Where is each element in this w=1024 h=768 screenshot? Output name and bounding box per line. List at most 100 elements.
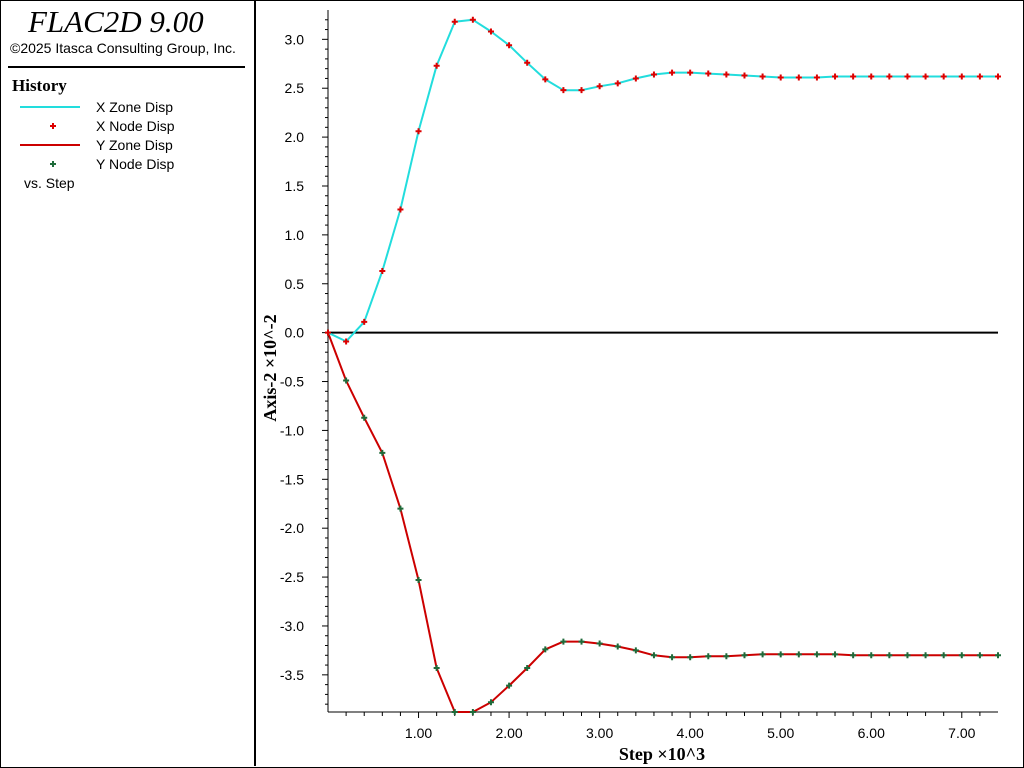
- data-point-y-node-disp: [506, 682, 513, 689]
- data-point-x-node-disp: [361, 318, 368, 325]
- legend-label: X Node Disp: [96, 118, 175, 134]
- y-tick-label: -2.5: [280, 569, 304, 585]
- data-point-y-node-disp: [650, 652, 657, 659]
- data-point-x-node-disp: [343, 338, 350, 345]
- data-point-y-node-disp: [578, 638, 585, 645]
- data-point-y-node-disp: [832, 651, 839, 658]
- data-point-x-node-disp: [995, 73, 1001, 80]
- legend-line-icon: [20, 144, 80, 146]
- data-point-y-node-disp: [795, 651, 802, 658]
- data-point-y-node-disp: [995, 652, 1001, 659]
- data-point-x-node-disp: [795, 74, 802, 81]
- data-point-y-node-disp: [886, 652, 893, 659]
- data-point-y-node-disp: [542, 646, 549, 653]
- copyright-text: ©2025 Itasca Consulting Group, Inc.: [10, 40, 236, 56]
- x-axis-label: Step ×10^3: [619, 744, 705, 764]
- y-tick-label: -0.5: [280, 374, 304, 390]
- legend-item-x-node-disp: X Node Disp: [20, 117, 250, 135]
- data-point-y-node-disp: [379, 449, 386, 456]
- x-tick-label: 4.00: [677, 725, 704, 741]
- data-point-x-node-disp: [415, 128, 422, 135]
- data-point-y-node-disp: [632, 647, 639, 654]
- data-point-x-node-disp: [614, 80, 621, 87]
- data-point-x-node-disp: [650, 71, 657, 78]
- y-tick-label: 0.5: [285, 276, 305, 292]
- y-tick-label: -1.0: [280, 422, 304, 438]
- data-point-x-node-disp: [669, 69, 676, 76]
- data-point-x-node-disp: [850, 73, 857, 80]
- data-point-y-node-disp: [596, 640, 603, 647]
- series-layer: [325, 16, 1001, 715]
- x-tick-label: 3.00: [586, 725, 613, 741]
- data-point-x-node-disp: [868, 73, 875, 80]
- data-point-y-node-disp: [614, 643, 621, 650]
- data-point-y-node-disp: [343, 377, 350, 384]
- data-point-y-node-disp: [850, 652, 857, 659]
- x-ticks: 1.00 2.00 3.00 4.00 5.00 6.00 7.00: [345, 712, 981, 741]
- data-point-y-node-disp: [361, 414, 368, 421]
- data-point-x-node-disp: [813, 74, 820, 81]
- legend-vs-label: vs. Step: [24, 175, 75, 191]
- series-line-y-zone-disp: [327, 332, 998, 713]
- history-chart: 3.0 2.5 2.0 1.5 1.0 0.5 0.0 -0.5 -1.0 -1.5 -2.0 -2.…: [260, 10, 1001, 764]
- y-tick-label: 1.0: [285, 227, 305, 243]
- data-point-x-node-disp: [433, 62, 440, 69]
- data-point-y-node-disp: [487, 699, 494, 706]
- data-point-x-node-disp: [506, 42, 513, 49]
- data-point-x-node-disp: [451, 18, 458, 25]
- data-point-x-node-disp: [777, 74, 784, 81]
- legend-line-icon: [20, 106, 80, 108]
- data-point-x-node-disp: [469, 16, 476, 23]
- data-point-x-node-disp: [524, 59, 531, 66]
- data-point-x-node-disp: [379, 268, 386, 275]
- data-point-y-node-disp: [469, 709, 476, 715]
- data-point-x-node-disp: [325, 329, 331, 336]
- data-point-x-node-disp: [687, 69, 694, 76]
- series-line-x-zone-disp: [327, 18, 998, 343]
- y-ticks: 3.0 2.5 2.0 1.5 1.0 0.5 0.0 -0.5 -1.0 -1.5 -2.0 -2.…: [280, 19, 328, 705]
- data-point-y-node-disp: [415, 577, 422, 584]
- x-tick-label: 2.00: [495, 725, 522, 741]
- data-point-x-node-disp: [940, 73, 947, 80]
- x-tick-label: 6.00: [858, 725, 885, 741]
- data-point-y-node-disp: [397, 505, 404, 512]
- data-point-x-node-disp: [578, 87, 585, 94]
- data-point-y-node-disp: [723, 653, 730, 660]
- data-point-y-node-disp: [741, 652, 748, 659]
- data-point-y-node-disp: [705, 653, 712, 660]
- data-point-x-node-disp: [958, 73, 965, 80]
- legend-item-x-zone-disp: X Zone Disp: [20, 98, 250, 116]
- data-point-x-node-disp: [832, 73, 839, 80]
- legend-title: History: [12, 76, 67, 95]
- legend-label: Y Node Disp: [96, 156, 175, 172]
- y-tick-label: -3.0: [280, 618, 304, 634]
- data-point-y-node-disp: [524, 665, 531, 672]
- data-point-y-node-disp: [687, 654, 694, 661]
- data-point-y-node-disp: [958, 652, 965, 659]
- y-axis-label: Axis-2 ×10^-2: [260, 314, 280, 421]
- data-point-y-node-disp: [669, 654, 676, 661]
- axes: [327, 10, 998, 713]
- y-tick-label: 1.5: [285, 178, 305, 194]
- data-point-x-node-disp: [705, 70, 712, 77]
- data-point-y-node-disp: [976, 652, 983, 659]
- data-point-x-node-disp: [904, 73, 911, 80]
- legend-item-y-zone-disp: Y Zone Disp: [20, 136, 250, 154]
- x-tick-label: 7.00: [948, 725, 975, 741]
- legend-item-y-node-disp: Y Node Disp: [20, 155, 250, 173]
- y-tick-label: -1.5: [280, 471, 304, 487]
- data-point-x-node-disp: [397, 206, 404, 213]
- app-title: FLAC2D 9.00: [28, 4, 204, 39]
- data-point-x-node-disp: [596, 83, 603, 90]
- data-point-x-node-disp: [487, 28, 494, 35]
- data-point-y-node-disp: [560, 638, 567, 645]
- data-point-x-node-disp: [759, 73, 766, 80]
- legend-label: X Zone Disp: [96, 99, 174, 115]
- data-point-x-node-disp: [976, 73, 983, 80]
- y-tick-label: -2.0: [280, 520, 304, 536]
- y-tick-label: 3.0: [285, 31, 305, 47]
- legend-marker-icon: [50, 123, 56, 129]
- legend-label: Y Zone Disp: [96, 137, 173, 153]
- data-point-x-node-disp: [741, 72, 748, 79]
- data-point-y-node-disp: [868, 652, 875, 659]
